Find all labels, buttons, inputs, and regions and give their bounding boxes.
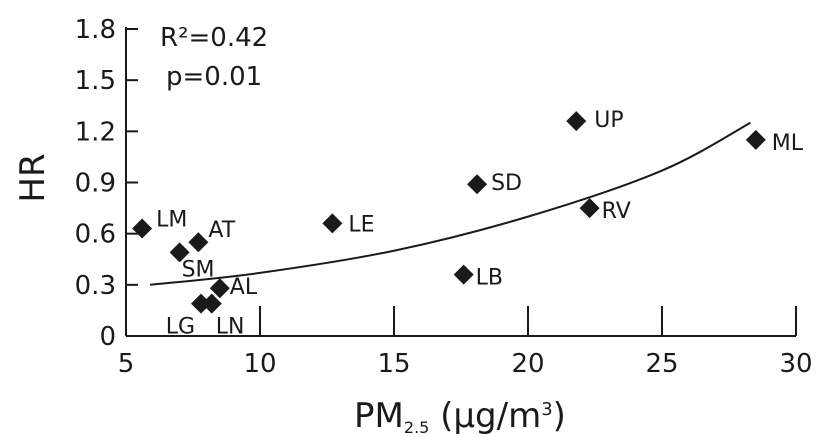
point-label-al: AL <box>230 275 258 300</box>
y-tick-label: 1.8 <box>75 15 116 45</box>
data-point-sm <box>169 242 190 263</box>
data-point-sd <box>467 174 488 195</box>
point-label-up: UP <box>594 108 623 133</box>
axes: 0 0.3 0.6 0.9 1.2 1.5 1.8 5 10 15 20 25 30 <box>75 15 813 379</box>
data-point-lg <box>191 293 212 314</box>
point-label-lg: LG <box>166 315 195 340</box>
data-point-lm <box>132 218 153 239</box>
points-layer <box>132 111 766 314</box>
y-tick-label: 0.9 <box>75 169 116 199</box>
r2-annotation: R²=0.42 <box>160 23 268 53</box>
y-tick-label: 1.2 <box>75 117 116 147</box>
x-axis-title: PM2.5 (µg/m3) <box>354 396 566 437</box>
y-tick-label: 0.3 <box>75 271 116 301</box>
y-tick-label: 0 <box>99 322 116 352</box>
point-label-lm: LM <box>156 208 187 233</box>
data-point-at <box>188 232 209 253</box>
data-point-rv <box>579 198 600 219</box>
point-label-sd: SD <box>491 171 522 196</box>
point-label-rv: RV <box>602 199 631 224</box>
x-tick-label: 5 <box>118 349 135 379</box>
y-tick-label: 1.5 <box>75 66 116 96</box>
point-label-le: LE <box>348 212 374 237</box>
data-point-le <box>322 213 343 234</box>
point-labels-layer: LM SM AT LG LN AL LE LB SD UP RV ML <box>156 108 804 339</box>
y-axis-title: HR <box>13 153 53 202</box>
x-tick-label: 25 <box>645 349 678 379</box>
point-label-lb: LB <box>476 266 503 291</box>
x-tick-label: 30 <box>779 349 812 379</box>
data-point-lb <box>453 264 474 285</box>
data-point-al <box>209 278 230 299</box>
x-tick-label: 15 <box>377 349 410 379</box>
p-annotation: p=0.01 <box>166 62 262 92</box>
point-label-sm: SM <box>182 257 215 282</box>
fit-curve-layer <box>150 121 751 286</box>
x-tick-label: 20 <box>511 349 544 379</box>
point-label-ml: ML <box>772 131 804 156</box>
data-point-ln <box>201 293 222 314</box>
y-tick-label: 0.6 <box>75 220 116 250</box>
data-point-up <box>566 111 587 132</box>
x-tick-label: 10 <box>243 349 276 379</box>
data-point-ml <box>745 129 766 150</box>
point-label-at: AT <box>208 218 235 243</box>
point-label-ln: LN <box>216 315 245 340</box>
fit-curve <box>150 121 751 286</box>
